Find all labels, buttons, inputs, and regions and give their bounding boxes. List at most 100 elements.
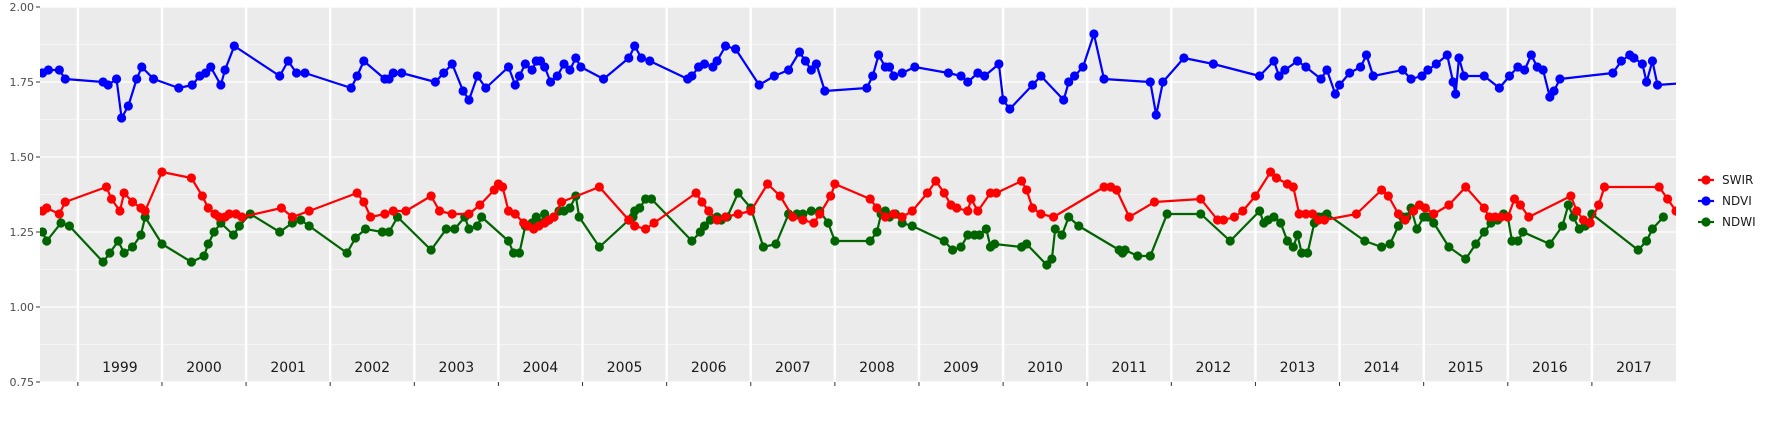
data-point-ndwi [1133,251,1143,261]
data-point-ndwi [646,194,657,204]
data-point-ndwi [64,221,75,231]
data-point-ndwi [758,242,768,252]
data-point-swir [594,182,604,192]
data-point-ndvi [910,62,920,72]
data-point-swir [1265,167,1276,177]
data-point-ndwi [304,221,314,231]
legend-label: NDWI [1722,215,1756,229]
year-label-2007: 2007 [775,360,811,376]
data-point-swir [691,188,701,198]
data-point-ndvi [1208,59,1218,69]
data-point-ndwi [1557,221,1568,231]
data-point-ndwi [199,251,209,261]
data-point-ndvi [1454,53,1464,63]
data-point-swir [1351,209,1361,219]
data-point-ndvi [1255,71,1265,81]
data-point-ndvi [520,59,530,69]
data-point-swir [798,215,808,225]
data-point-ndwi [503,236,514,246]
data-point-ndvi [565,65,575,75]
data-point-swir [931,176,941,186]
data-point-ndvi [352,71,362,81]
data-point-ndwi [699,221,710,231]
data-point-swir [197,191,207,201]
data-point-ndvi [174,83,184,93]
data-point-swir [641,224,651,234]
data-point-ndvi [897,68,907,78]
data-point-ndvi [1179,53,1189,63]
data-point-ndvi [472,71,482,81]
data-point-ndwi [1461,254,1471,264]
data-point-swir [1420,203,1430,213]
data-point-ndvi [346,83,356,93]
data-point-ndwi [1292,230,1303,240]
year-label-2008: 2008 [859,360,895,376]
data-point-ndwi [939,236,949,246]
data-point-ndwi [228,230,239,240]
data-point-ndwi [1647,224,1658,234]
data-point-ndvi [1549,86,1559,96]
year-label-2014: 2014 [1364,360,1400,376]
data-point-ndvi [943,68,954,78]
data-point-swir [1112,185,1122,195]
data-point-swir [966,194,976,204]
data-point-ndvi [1301,62,1311,72]
data-point-swir [1383,191,1393,201]
y-tick-label: 2.00 [10,1,35,14]
data-point-swir [733,209,743,219]
data-point-ndvi [1036,71,1046,81]
data-point-ndwi [1120,245,1130,255]
year-label-2004: 2004 [523,360,559,376]
y-tick-label: 0.75 [10,376,35,389]
data-point-ndwi [1162,209,1172,219]
data-point-ndvi [216,80,226,90]
data-point-ndwi [127,242,138,252]
data-point-swir [991,188,1001,198]
data-point-ndvi [397,68,407,78]
data-point-swir [186,173,197,183]
legend-item-swir: SWIR [1698,173,1753,187]
data-point-swir [624,215,634,225]
data-point-ndwi [1064,212,1074,222]
series-ndvi [40,29,1676,123]
data-point-swir [426,191,436,201]
data-point-ndwi [907,221,917,231]
data-point-swir [1479,203,1489,213]
data-point-swir [809,218,819,228]
data-point-ndvi [800,56,811,66]
data-point-swir [1124,212,1134,222]
data-point-swir [475,200,485,210]
data-point-ndvi [1451,89,1461,99]
data-point-swir [388,206,398,216]
data-point-ndwi [635,203,645,213]
data-point-ndvi [1355,62,1366,72]
data-point-swir [359,197,369,207]
data-point-ndvi [699,59,710,69]
data-point-ndwi [1518,227,1528,237]
data-point-swir [510,209,520,219]
data-point-swir [304,206,314,216]
data-point-ndvi [103,80,113,90]
data-point-ndvi [979,71,990,81]
data-point-ndvi [275,71,285,81]
y-tick-label: 1.75 [10,76,35,89]
data-point-swir [865,194,875,204]
data-point-ndwi [360,224,371,234]
data-point-swir [697,197,707,207]
data-point-ndvi [291,68,302,78]
data-point-swir [1566,191,1576,201]
data-point-ndvi [1151,110,1161,120]
data-point-ndvi [1459,71,1469,81]
data-point-swir [464,209,474,219]
data-point-ndvi [1158,77,1168,87]
data-point-swir [54,209,64,219]
data-point-ndwi [56,218,66,228]
data-point-ndvi [571,53,581,63]
data-point-ndvi [1398,65,1408,75]
data-point-ndvi [1417,71,1427,81]
data-point-ndvi [1637,59,1647,69]
data-point-ndvi [111,74,122,84]
data-point-ndvi [1442,50,1452,60]
data-point-ndwi [1360,236,1370,246]
data-point-ndwi [98,257,108,267]
